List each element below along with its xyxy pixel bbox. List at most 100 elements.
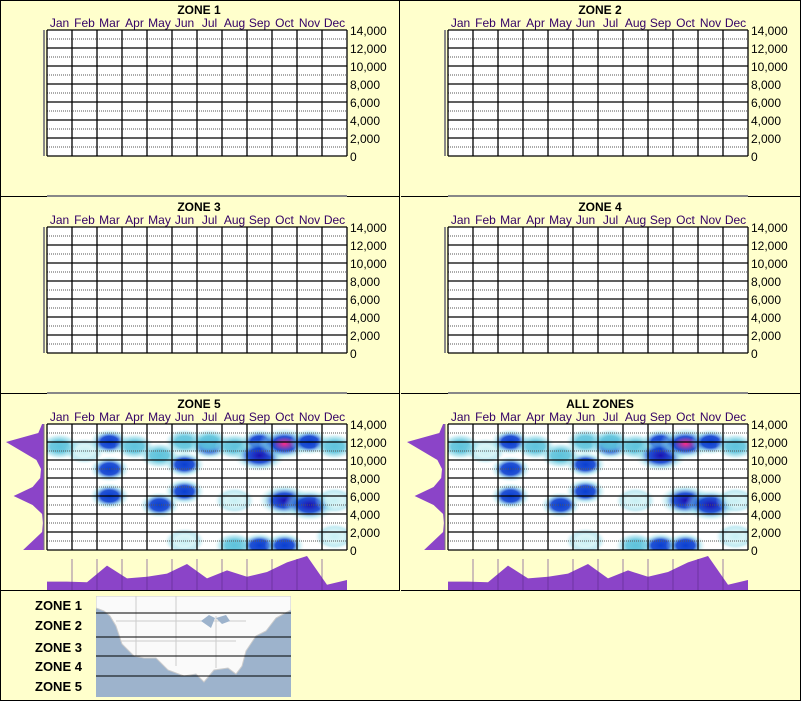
- month-label: May: [148, 16, 171, 30]
- month-label: Nov: [700, 410, 721, 424]
- y-tick-label: 0: [350, 544, 357, 558]
- y-tick-label: 6,000: [350, 96, 380, 110]
- y-tick-label: 12,000: [350, 436, 387, 450]
- month-label: Sep: [650, 213, 672, 227]
- chart-title: ALL ZONES: [566, 397, 634, 411]
- panel-zone-1: ZONE 1 Jan Feb Mar Apr May Jun Jul Aug Sep Oct Nov D…: [0, 0, 400, 197]
- month-label: Jan: [50, 213, 69, 227]
- month-label: Oct: [275, 213, 294, 227]
- y-tick-label: 14,000: [350, 418, 387, 432]
- month-label: Oct: [676, 410, 695, 424]
- chart-title: ZONE 5: [177, 397, 221, 411]
- heat-cell: [314, 523, 347, 550]
- chart-title: ZONE 4: [578, 200, 622, 214]
- month-label: Mar: [500, 16, 521, 30]
- month-label: May: [549, 16, 572, 30]
- month-label: Feb: [74, 213, 95, 227]
- month-label: Nov: [299, 410, 320, 424]
- legend-zone-5: ZONE 5: [35, 679, 82, 694]
- heat-cell: [565, 451, 606, 478]
- chart-title: ZONE 1: [177, 3, 221, 17]
- month-label: Nov: [299, 16, 320, 30]
- month-label: Mar: [99, 16, 120, 30]
- y-tick-label: 14,000: [751, 24, 788, 38]
- month-label: Jul: [202, 410, 217, 424]
- heat-cell: [715, 487, 748, 514]
- map-great-lakes: [201, 615, 230, 628]
- y-tick-label: 2,000: [751, 329, 781, 343]
- legend-zone-1: ZONE 1: [35, 598, 82, 613]
- elevation-profile: [6, 424, 44, 550]
- y-tick-label: 6,000: [751, 293, 781, 307]
- month-label: Oct: [676, 16, 695, 30]
- heat-cell: [665, 532, 706, 550]
- y-tick-label: 8,000: [751, 275, 781, 289]
- y-tick-label: 12,000: [751, 239, 788, 253]
- legend-zone-4: ZONE 4: [35, 659, 82, 674]
- heat-cell: [214, 487, 255, 514]
- y-tick-label: 4,000: [350, 508, 380, 522]
- month-label: Apr: [526, 410, 545, 424]
- heat-cell: [565, 478, 606, 505]
- panel-zone-4: ZONE 4 Jan Feb Mar Apr May Jun Jul Aug Sep Oct Nov D…: [401, 197, 801, 394]
- heat-cell: [314, 487, 347, 514]
- y-tick-label: 0: [751, 544, 758, 558]
- month-label: May: [549, 213, 572, 227]
- month-label: Jul: [603, 213, 618, 227]
- y-tick-label: 8,000: [751, 472, 781, 486]
- y-tick-label: 4,000: [751, 311, 781, 325]
- month-label: Feb: [475, 16, 496, 30]
- panel-zone-5: ZONE 5 Jan Feb Mar Apr May Jun Jul Aug Sep Oct Nov D…: [0, 394, 400, 591]
- month-label: Apr: [125, 16, 144, 30]
- month-label: May: [148, 213, 171, 227]
- y-tick-label: 4,000: [751, 114, 781, 128]
- heat-cell: [164, 528, 205, 550]
- y-tick-label: 12,000: [751, 42, 788, 56]
- heat-cell: [615, 487, 656, 514]
- month-label: Jan: [451, 213, 470, 227]
- y-tick-label: 8,000: [350, 275, 380, 289]
- month-label: Sep: [249, 213, 271, 227]
- legend-zone-2: ZONE 2: [35, 618, 82, 633]
- month-label: Apr: [526, 213, 545, 227]
- y-tick-label: 6,000: [751, 490, 781, 504]
- y-tick-label: 8,000: [350, 472, 380, 486]
- heat-cell: [264, 532, 305, 550]
- month-label: Apr: [125, 213, 144, 227]
- y-tick-label: 10,000: [751, 257, 788, 271]
- y-tick-label: 0: [350, 347, 357, 361]
- month-label: May: [148, 410, 171, 424]
- y-tick-label: 6,000: [751, 96, 781, 110]
- y-tick-label: 4,000: [350, 311, 380, 325]
- month-label: Apr: [526, 16, 545, 30]
- month-label: Jan: [50, 410, 69, 424]
- legend-zone-3: ZONE 3: [35, 640, 82, 655]
- month-label: Sep: [249, 410, 271, 424]
- heat-cell: [314, 433, 347, 460]
- month-label: Oct: [275, 410, 294, 424]
- y-tick-label: 4,000: [751, 508, 781, 522]
- month-label: Jul: [603, 410, 618, 424]
- month-label: Jan: [451, 16, 470, 30]
- y-tick-label: 10,000: [751, 454, 788, 468]
- month-label: Mar: [99, 213, 120, 227]
- heat-cell: [565, 528, 606, 550]
- y-tick-label: 10,000: [350, 60, 387, 74]
- y-tick-label: 0: [350, 150, 357, 164]
- month-label: Dec: [324, 16, 345, 30]
- y-tick-label: 12,000: [751, 436, 788, 450]
- y-tick-label: 14,000: [350, 24, 387, 38]
- month-label: May: [549, 410, 572, 424]
- panel-zone-2: ZONE 2 Jan Feb Mar Apr May Jun Jul Aug Sep Oct Nov D…: [401, 0, 801, 197]
- month-label: Sep: [650, 410, 672, 424]
- heat-cell: [164, 478, 205, 505]
- y-tick-label: 2,000: [751, 132, 781, 146]
- month-label: Jun: [175, 16, 194, 30]
- zone-legend: ZONE 1 ZONE 2 ZONE 3 ZONE 4 ZONE 5: [0, 591, 801, 701]
- month-label: Dec: [725, 16, 746, 30]
- y-tick-label: 2,000: [350, 329, 380, 343]
- month-label: Feb: [74, 410, 95, 424]
- month-label: Jun: [576, 16, 595, 30]
- month-label: Aug: [224, 16, 245, 30]
- month-label: Jul: [202, 16, 217, 30]
